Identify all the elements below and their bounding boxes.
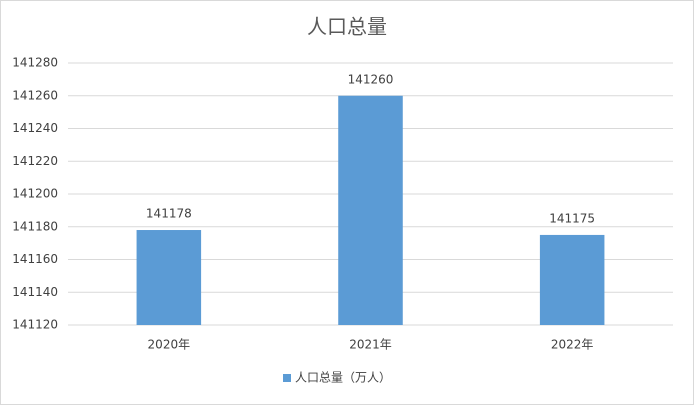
x-tick-label: 2021年 (349, 338, 392, 352)
y-tick-label: 141200 (12, 187, 58, 201)
x-tick-label: 2020年 (148, 338, 191, 352)
legend-swatch (283, 374, 291, 382)
y-tick-label: 141260 (12, 88, 58, 102)
x-tick-label: 2022年 (551, 338, 594, 352)
data-label: 141260 (348, 72, 394, 86)
y-tick-label: 141160 (12, 252, 58, 266)
data-label: 141175 (549, 211, 595, 225)
data-label: 141178 (146, 207, 192, 221)
legend-label: 人口总量（万人） (295, 371, 391, 385)
y-tick-label: 141120 (12, 318, 58, 332)
chart-title: 人口总量 (307, 15, 387, 39)
bar (136, 230, 202, 325)
y-tick-label: 141280 (12, 56, 58, 70)
y-tick-label: 141240 (12, 121, 58, 135)
bar (338, 95, 403, 325)
bar (539, 234, 605, 325)
y-tick-label: 141140 (12, 285, 58, 299)
y-tick-label: 141220 (12, 154, 58, 168)
y-tick-label: 141180 (12, 219, 58, 233)
